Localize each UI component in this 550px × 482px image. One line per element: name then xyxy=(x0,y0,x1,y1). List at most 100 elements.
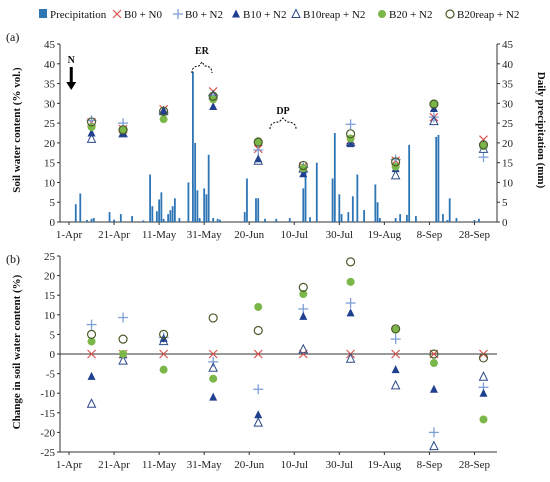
point-b10reap-n2 xyxy=(390,169,401,180)
precip-bar xyxy=(86,220,88,222)
point-b20-n2 xyxy=(429,99,438,108)
x-tick-label: 31-May xyxy=(187,459,222,471)
precip-bar xyxy=(315,162,318,222)
precip-bar xyxy=(162,218,165,222)
precip-bar xyxy=(149,174,152,222)
precip-bar xyxy=(399,214,402,222)
point-b20-n2 xyxy=(87,337,96,346)
x-tick-label: 30-Jul xyxy=(326,229,354,241)
legend-item-b20reap-n2: B20reap + N2 xyxy=(445,9,519,21)
legend-marker-b20-n2 xyxy=(378,10,386,18)
y-tick-label: -25 xyxy=(40,447,55,459)
point-b20-n2 xyxy=(119,126,128,135)
legend-label-b10-n2: B10 + N2 xyxy=(243,9,286,21)
x-tick-label: 20-Jun xyxy=(234,459,264,471)
precip-bar xyxy=(378,218,381,222)
panel-label-b: (b) xyxy=(6,252,20,266)
x-tick-label: 8-Sep xyxy=(417,459,443,471)
y-tick-label: 25 xyxy=(44,251,56,263)
precip-bar xyxy=(408,144,411,222)
annotation-dp: DP xyxy=(276,106,289,117)
point-b20reap-n2 xyxy=(391,157,401,167)
y-tick-label: 15 xyxy=(44,158,56,170)
precip-bar xyxy=(347,212,350,222)
precip-bar xyxy=(196,190,199,222)
point-b10reap-n2 xyxy=(429,115,439,126)
point-b20reap-n2 xyxy=(345,129,356,139)
precip-bar xyxy=(446,220,449,222)
point-b0-n0 xyxy=(87,349,96,359)
x-tick-label: 11-May xyxy=(142,229,177,241)
legend-marker-b20reap-n2 xyxy=(445,9,455,19)
x-tick-label: 1-Apr xyxy=(56,459,83,471)
precip-bar xyxy=(207,154,210,222)
legend-label-b20-n2: B20 + N2 xyxy=(389,9,432,21)
point-b20-n2 xyxy=(159,115,168,124)
point-b0-n2 xyxy=(86,319,97,330)
precip-bar xyxy=(405,214,408,222)
precip-bar xyxy=(448,198,451,222)
precip-bar xyxy=(243,212,246,222)
y2-tick-label: 35 xyxy=(502,79,514,91)
legend-label-b10reap-n2: B10reap + N2 xyxy=(303,9,365,21)
point-b0-n0 xyxy=(208,349,218,359)
point-b10reap-n2 xyxy=(390,379,401,390)
point-b20reap-n2 xyxy=(429,349,439,359)
point-b20reap-n2 xyxy=(478,140,489,150)
point-b10-n2 xyxy=(391,365,400,374)
point-b10-n2 xyxy=(159,106,168,115)
legend-swatch-precipitation xyxy=(39,9,47,18)
point-b20-n2 xyxy=(346,277,355,286)
point-b0-n2 xyxy=(208,356,219,367)
y-axis-label-b: Change in soil water content (%) xyxy=(11,274,23,429)
point-b10reap-n2 xyxy=(158,335,169,346)
point-b20reap-n2 xyxy=(159,329,169,339)
point-b10-n2 xyxy=(479,388,488,397)
precip-bar xyxy=(194,142,197,222)
x-tick-label: 21-Apr xyxy=(98,459,130,471)
point-b20-n2 xyxy=(429,359,438,368)
y2-tick-label: 15 xyxy=(502,158,514,170)
point-b20reap-n2 xyxy=(298,160,308,171)
precip-bar xyxy=(169,210,172,222)
point-b10reap-n2 xyxy=(429,440,439,451)
legend-marker-b0-n0 xyxy=(112,9,122,19)
legend-marker-b10reap-n2 xyxy=(291,8,301,18)
panel-label-a: (a) xyxy=(6,30,19,44)
legend-marker-b0-n2 xyxy=(173,9,183,19)
precip-bar xyxy=(178,218,181,222)
precip-bar xyxy=(92,218,95,222)
y-tick-label: 15 xyxy=(44,290,56,302)
point-b10-n2 xyxy=(254,410,263,419)
x-tick-label: 19-Aug xyxy=(368,229,402,241)
y2-tick-label: 25 xyxy=(502,118,514,130)
precip-bar xyxy=(187,182,190,222)
x-tick-label: 10-Jul xyxy=(281,229,309,241)
y2-tick-label: 30 xyxy=(502,98,514,110)
point-b20reap-n2 xyxy=(118,125,128,135)
legend: Precipitation B0 + N0 B0 + N2 B10 + N2 B10re… xyxy=(39,8,519,21)
y-tick-label: 10 xyxy=(44,310,56,322)
precip-bar xyxy=(173,198,176,222)
point-b0-n2 xyxy=(478,152,489,163)
precip-bar xyxy=(264,218,266,222)
point-b20-n2 xyxy=(479,415,488,424)
precip-bar xyxy=(437,134,440,222)
point-b10-n2 xyxy=(87,128,96,137)
y2-tick-label: 45 xyxy=(502,39,514,51)
panel-a: 0 0 5 5 10 10 15 15 20 20 25 25 30 30 35 35 40 40 45 45 1-Ap… xyxy=(44,39,514,241)
point-b0-n2 xyxy=(345,119,356,130)
point-b10-n2 xyxy=(209,101,218,110)
point-b10reap-n2 xyxy=(86,398,97,408)
point-b10reap-n2 xyxy=(253,416,264,427)
y-tick-label: 20 xyxy=(44,138,56,150)
point-b10-n2 xyxy=(299,169,308,178)
point-b0-n0 xyxy=(298,349,308,359)
precip-bar xyxy=(309,217,311,222)
precip-bar xyxy=(108,212,111,222)
precip-bar xyxy=(212,218,215,222)
point-b20reap-n2 xyxy=(86,117,97,127)
x-tick-label: 21-Apr xyxy=(98,229,130,241)
precip-bar xyxy=(205,194,208,222)
x-tick-label: 19-Aug xyxy=(368,459,402,471)
